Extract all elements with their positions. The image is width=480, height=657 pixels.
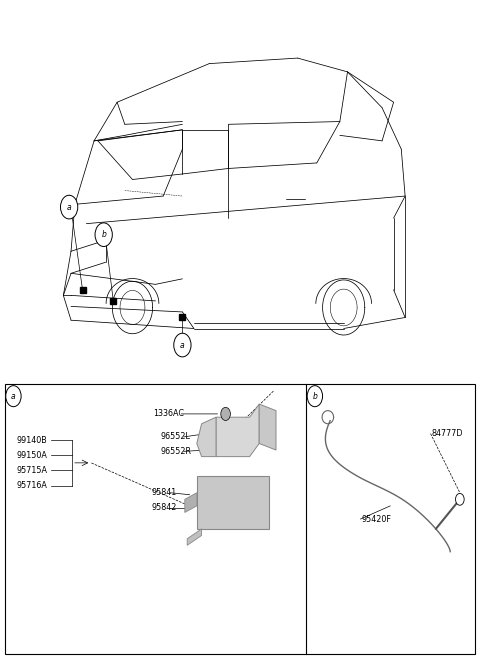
Text: a: a bbox=[11, 392, 16, 401]
Bar bbox=[5, 384, 475, 654]
Circle shape bbox=[174, 333, 191, 357]
Text: 99150A: 99150A bbox=[17, 451, 48, 460]
Text: 95420F: 95420F bbox=[361, 514, 391, 524]
Text: 96552L: 96552L bbox=[161, 432, 191, 442]
Circle shape bbox=[221, 407, 230, 420]
Text: 95842: 95842 bbox=[151, 503, 177, 512]
Polygon shape bbox=[187, 529, 202, 545]
Polygon shape bbox=[259, 404, 276, 450]
Text: 96552R: 96552R bbox=[161, 447, 192, 456]
Polygon shape bbox=[185, 493, 197, 512]
Bar bbox=[197, 476, 269, 529]
Circle shape bbox=[95, 223, 112, 246]
Circle shape bbox=[307, 386, 323, 407]
Text: a: a bbox=[180, 340, 185, 350]
Polygon shape bbox=[197, 417, 216, 457]
Circle shape bbox=[6, 386, 21, 407]
Circle shape bbox=[456, 493, 464, 505]
Text: 95715A: 95715A bbox=[17, 466, 48, 475]
Text: b: b bbox=[312, 392, 317, 401]
Text: 99140B: 99140B bbox=[17, 436, 48, 445]
Polygon shape bbox=[216, 404, 259, 457]
Text: b: b bbox=[101, 230, 106, 239]
Text: 1336AC: 1336AC bbox=[154, 409, 185, 419]
Circle shape bbox=[60, 195, 78, 219]
Text: 95716A: 95716A bbox=[17, 481, 48, 490]
Text: 84777D: 84777D bbox=[431, 429, 463, 438]
Text: a: a bbox=[67, 202, 72, 212]
Text: 95841: 95841 bbox=[151, 488, 177, 497]
